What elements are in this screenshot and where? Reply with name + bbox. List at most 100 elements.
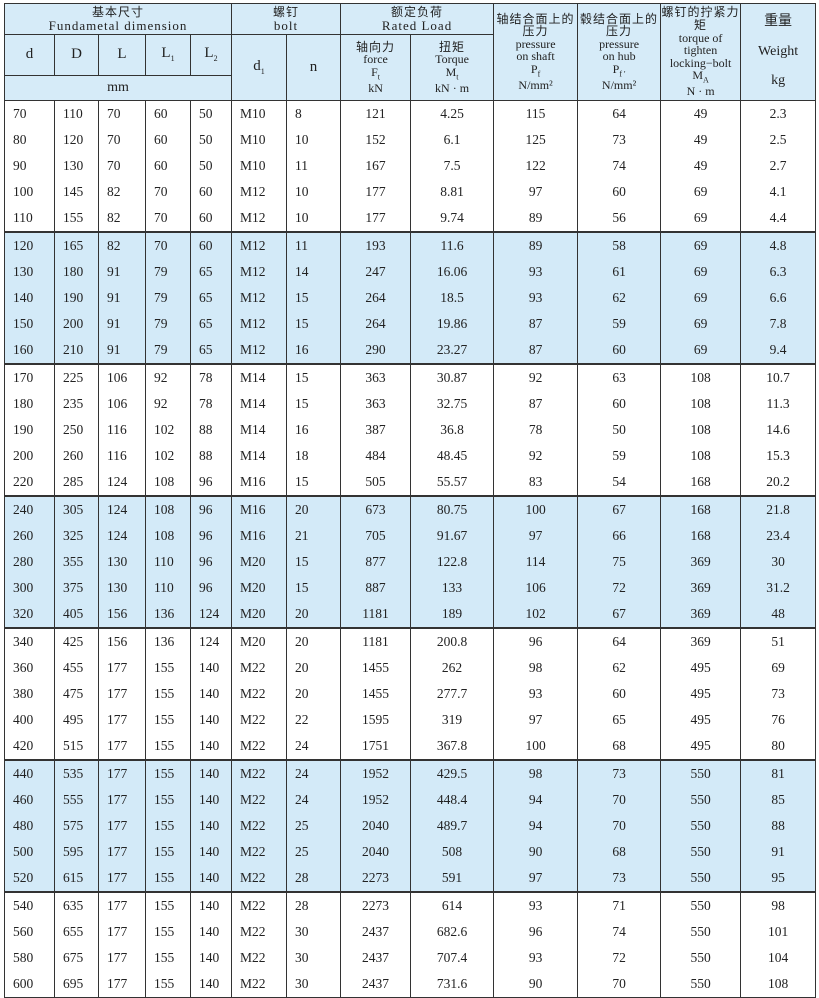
cell-tightening-torque: 108: [660, 363, 742, 391]
cell-L1: 136: [145, 627, 191, 655]
cell-d: 280: [4, 549, 55, 575]
cell-force: 363: [340, 363, 412, 391]
cell-pressure-hub: 75: [577, 549, 662, 575]
cell-torque: 508: [410, 839, 495, 865]
cell-torque: 36.8: [410, 417, 495, 443]
cell-D: 595: [54, 839, 99, 865]
cell-L2: 60: [189, 205, 233, 232]
cell-pressure-hub: 70: [577, 971, 662, 998]
cell-weight: 15.3: [740, 443, 817, 469]
cell-pressure-shaft: 90: [493, 971, 579, 998]
hub-en2: on hub: [602, 49, 636, 64]
cell-d: 260: [4, 523, 55, 549]
cell-pressure-hub: 71: [577, 891, 662, 919]
cell-d: 100: [4, 179, 55, 205]
cell-d1: M12: [231, 231, 288, 259]
cell-tightening-torque: 49: [660, 100, 742, 127]
cell-L: 177: [98, 971, 146, 998]
cell-tightening-torque: 168: [660, 469, 742, 496]
tq-unit: N · m: [686, 84, 715, 99]
rated-load-header: 额定负荷 Rated Load: [340, 3, 495, 35]
cell-n: 30: [286, 945, 342, 971]
table-row: 320 405 156 136 124 M20 20 1181 189 102 67 369 48: [4, 601, 817, 628]
table-row: 100 145 82 70 60 M12 10 177 8.81 97 60 69 4.1: [4, 179, 817, 205]
cell-force: 1181: [340, 627, 412, 655]
cell-weight: 80: [740, 733, 817, 760]
cell-L1: 79: [145, 259, 191, 285]
cell-tightening-torque: 369: [660, 575, 742, 601]
cell-D: 455: [54, 655, 99, 681]
cell-force: 2437: [340, 945, 412, 971]
cell-d: 150: [4, 311, 55, 337]
cell-n: 20: [286, 681, 342, 707]
cell-n: 30: [286, 971, 342, 998]
wt-unit: kg: [771, 73, 786, 89]
cell-L1: 70: [145, 231, 191, 259]
cell-D: 165: [54, 231, 99, 259]
unit-mm: mm: [3, 75, 233, 101]
cell-L2: 96: [189, 495, 233, 523]
cell-D: 475: [54, 681, 99, 707]
cell-pressure-hub: 68: [577, 839, 662, 865]
bolt-zh: 螺钉: [273, 5, 300, 20]
cell-L2: 60: [189, 231, 233, 259]
cell-n: 30: [286, 919, 342, 945]
cell-pressure-hub: 59: [577, 443, 662, 469]
cell-n: 25: [286, 839, 342, 865]
cell-L1: 155: [145, 919, 191, 945]
cell-L: 177: [98, 891, 146, 919]
cell-n: 24: [286, 759, 342, 787]
cell-L1: 110: [145, 575, 191, 601]
torque-sym: M: [445, 64, 457, 79]
cell-L2: 65: [189, 337, 233, 364]
cell-pressure-hub: 65: [577, 707, 662, 733]
force-zh: 轴向力: [356, 39, 396, 54]
tq-en: torque of tighten locking−bolt: [669, 30, 732, 70]
cell-L2: 88: [189, 417, 233, 443]
cell-torque: 319: [410, 707, 495, 733]
cell-L1: 108: [145, 469, 191, 496]
cell-L2: 140: [189, 919, 233, 945]
cell-pressure-shaft: 115: [493, 100, 579, 127]
cell-torque: 277.7: [410, 681, 495, 707]
cell-pressure-shaft: 92: [493, 443, 579, 469]
cell-weight: 2.3: [740, 100, 817, 127]
cell-tightening-torque: 550: [660, 919, 742, 945]
cell-weight: 69: [740, 655, 817, 681]
cell-d1: M22: [231, 655, 288, 681]
cell-weight: 81: [740, 759, 817, 787]
cell-torque: 429.5: [410, 759, 495, 787]
cell-force: 167: [340, 153, 412, 179]
cell-d1: M14: [231, 417, 288, 443]
cell-L1: 70: [145, 205, 191, 232]
hub-unit: N/mm²: [601, 77, 637, 92]
cell-tightening-torque: 495: [660, 733, 742, 760]
cell-force: 177: [340, 179, 412, 205]
cell-pressure-hub: 67: [577, 495, 662, 523]
cell-d1: M22: [231, 971, 288, 998]
cell-L2: 140: [189, 891, 233, 919]
tq-zh: 螺钉的拧紧力矩: [661, 5, 740, 32]
cell-L2: 65: [189, 285, 233, 311]
cell-d: 120: [4, 231, 55, 259]
cell-L1: 136: [145, 601, 191, 628]
cell-D: 635: [54, 891, 99, 919]
cell-d1: M22: [231, 919, 288, 945]
cell-d1: M10: [231, 100, 288, 127]
cell-pressure-shaft: 98: [493, 655, 579, 681]
cell-force: 673: [340, 495, 412, 523]
table-row: 130 180 91 79 65 M12 14 247 16.06 93 61 69 6.3: [4, 259, 817, 285]
cell-pressure-shaft: 93: [493, 285, 579, 311]
cell-force: 877: [340, 549, 412, 575]
cell-pressure-hub: 63: [577, 363, 662, 391]
cell-d1: M16: [231, 495, 288, 523]
table-row: 120 165 82 70 60 M12 11 193 11.6 89 58 69 4.8: [4, 231, 817, 259]
shaft-unit: N/mm²: [518, 77, 553, 92]
table-row: 440 535 177 155 140 M22 24 1952 429.5 98 73 550 81: [4, 759, 817, 787]
cell-pressure-hub: 73: [577, 127, 662, 153]
cell-d1: M22: [231, 733, 288, 760]
cell-weight: 11.3: [740, 391, 817, 417]
cell-D: 515: [54, 733, 99, 760]
cell-pressure-hub: 72: [577, 575, 662, 601]
cell-L2: 96: [189, 575, 233, 601]
